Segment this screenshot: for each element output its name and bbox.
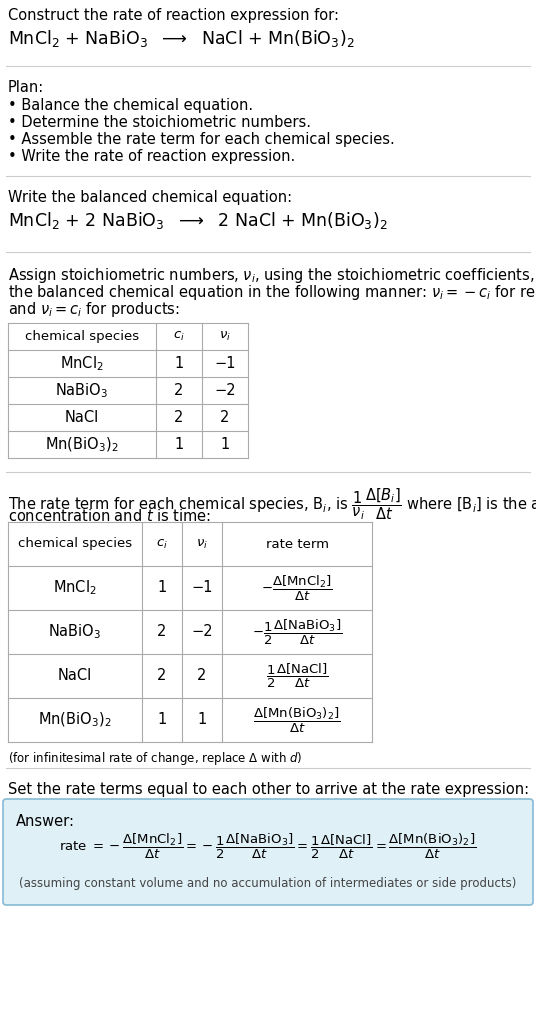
Text: Answer:: Answer: xyxy=(16,814,75,829)
Text: The rate term for each chemical species, B$_i$, is $\dfrac{1}{\nu_i}\dfrac{\Delt: The rate term for each chemical species,… xyxy=(8,486,536,521)
Text: $-\dfrac{\Delta[\mathrm{MnCl_2}]}{\Delta t}$: $-\dfrac{\Delta[\mathrm{MnCl_2}]}{\Delta… xyxy=(261,573,333,602)
Text: 2: 2 xyxy=(157,669,167,683)
Text: $\dfrac{1}{2}\dfrac{\Delta[\mathrm{NaCl}]}{\Delta t}$: $\dfrac{1}{2}\dfrac{\Delta[\mathrm{NaCl}… xyxy=(266,662,328,690)
Text: chemical species: chemical species xyxy=(18,538,132,551)
Text: (assuming constant volume and no accumulation of intermediates or side products): (assuming constant volume and no accumul… xyxy=(19,878,517,891)
Text: Assign stoichiometric numbers, $\nu_i$, using the stoichiometric coefficients, $: Assign stoichiometric numbers, $\nu_i$, … xyxy=(8,266,536,285)
Text: the balanced chemical equation in the following manner: $\nu_i = -c_i$ for react: the balanced chemical equation in the fo… xyxy=(8,283,536,302)
Text: $-\dfrac{1}{2}\dfrac{\Delta[\mathrm{NaBiO_3}]}{\Delta t}$: $-\dfrac{1}{2}\dfrac{\Delta[\mathrm{NaBi… xyxy=(252,617,342,646)
Text: 2: 2 xyxy=(157,625,167,640)
Text: MnCl$_2$ + NaBiO$_3$  $\longrightarrow$  NaCl + Mn(BiO$_3$)$_2$: MnCl$_2$ + NaBiO$_3$ $\longrightarrow$ N… xyxy=(8,28,354,49)
Text: 1: 1 xyxy=(174,356,184,371)
Text: MnCl$_2$ + 2 NaBiO$_3$  $\longrightarrow$  2 NaCl + Mn(BiO$_3$)$_2$: MnCl$_2$ + 2 NaBiO$_3$ $\longrightarrow$… xyxy=(8,210,388,231)
Text: NaBiO$_3$: NaBiO$_3$ xyxy=(48,623,102,641)
Text: concentration and $t$ is time:: concentration and $t$ is time: xyxy=(8,508,211,524)
Text: −1: −1 xyxy=(191,581,213,596)
Text: −2: −2 xyxy=(191,625,213,640)
Text: • Determine the stoichiometric numbers.: • Determine the stoichiometric numbers. xyxy=(8,115,311,130)
Text: 1: 1 xyxy=(197,713,206,727)
Text: Construct the rate of reaction expression for:: Construct the rate of reaction expressio… xyxy=(8,8,339,23)
Text: 1: 1 xyxy=(158,581,167,596)
Text: • Write the rate of reaction expression.: • Write the rate of reaction expression. xyxy=(8,150,295,164)
Text: • Assemble the rate term for each chemical species.: • Assemble the rate term for each chemic… xyxy=(8,132,394,147)
Text: MnCl$_2$: MnCl$_2$ xyxy=(60,354,104,373)
Text: rate $= -\dfrac{\Delta[\mathrm{MnCl_2}]}{\Delta t} = -\dfrac{1}{2}\dfrac{\Delta[: rate $= -\dfrac{\Delta[\mathrm{MnCl_2}]}… xyxy=(59,831,477,860)
Text: $\nu_i$: $\nu_i$ xyxy=(196,538,208,551)
Text: NaCl: NaCl xyxy=(58,669,92,683)
Text: Plan:: Plan: xyxy=(8,80,44,95)
Text: Set the rate terms equal to each other to arrive at the rate expression:: Set the rate terms equal to each other t… xyxy=(8,782,529,797)
Text: $\nu_i$: $\nu_i$ xyxy=(219,330,231,343)
Text: NaBiO$_3$: NaBiO$_3$ xyxy=(55,381,109,399)
Text: Mn(BiO$_3$)$_2$: Mn(BiO$_3$)$_2$ xyxy=(45,435,119,454)
FancyBboxPatch shape xyxy=(3,799,533,905)
Text: 1: 1 xyxy=(174,437,184,452)
Text: 2: 2 xyxy=(174,383,184,398)
Text: MnCl$_2$: MnCl$_2$ xyxy=(53,579,97,597)
Text: $c_i$: $c_i$ xyxy=(156,538,168,551)
Text: Write the balanced chemical equation:: Write the balanced chemical equation: xyxy=(8,190,292,205)
Text: 2: 2 xyxy=(197,669,207,683)
Text: $c_i$: $c_i$ xyxy=(173,330,185,343)
Text: 1: 1 xyxy=(158,713,167,727)
Text: NaCl: NaCl xyxy=(65,410,99,425)
Text: 2: 2 xyxy=(220,410,230,425)
Text: 2: 2 xyxy=(174,410,184,425)
Text: chemical species: chemical species xyxy=(25,330,139,343)
Text: $\dfrac{\Delta[\mathrm{Mn(BiO_3)_2}]}{\Delta t}$: $\dfrac{\Delta[\mathrm{Mn(BiO_3)_2}]}{\D… xyxy=(253,706,341,734)
Text: −1: −1 xyxy=(214,356,236,371)
Text: rate term: rate term xyxy=(265,538,329,551)
Text: −2: −2 xyxy=(214,383,236,398)
Text: Mn(BiO$_3$)$_2$: Mn(BiO$_3$)$_2$ xyxy=(38,711,112,729)
Text: (for infinitesimal rate of change, replace Δ with $d$): (for infinitesimal rate of change, repla… xyxy=(8,750,302,767)
Text: and $\nu_i = c_i$ for products:: and $\nu_i = c_i$ for products: xyxy=(8,300,180,319)
Text: • Balance the chemical equation.: • Balance the chemical equation. xyxy=(8,98,253,113)
Text: 1: 1 xyxy=(220,437,229,452)
